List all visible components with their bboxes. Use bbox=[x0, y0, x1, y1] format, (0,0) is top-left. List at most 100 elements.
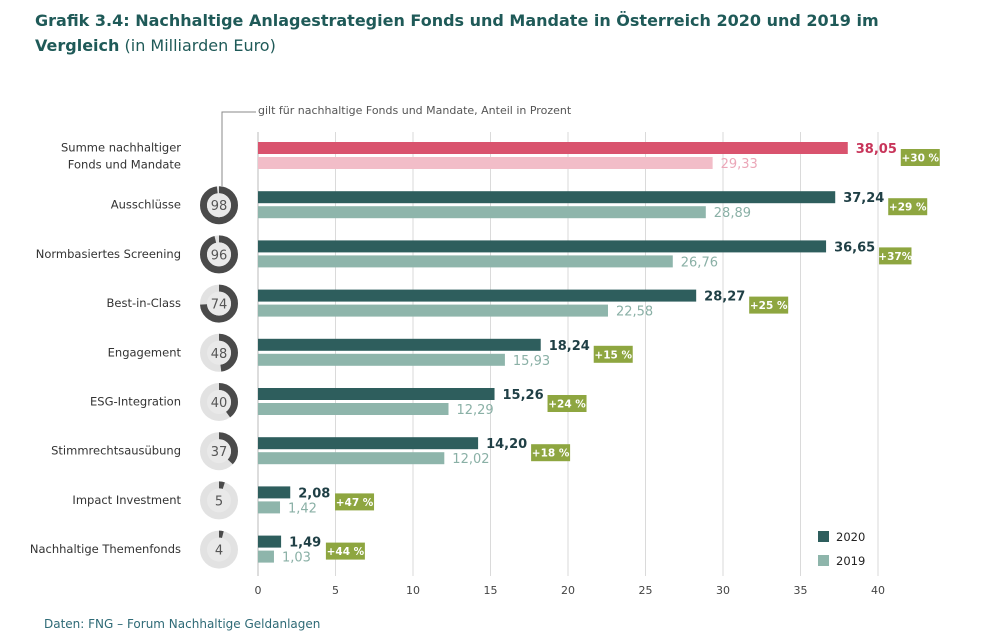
bar-2020 bbox=[258, 240, 827, 253]
growth-badge bbox=[900, 149, 940, 166]
x-tick-label: 10 bbox=[406, 584, 420, 597]
bar-2019 bbox=[258, 452, 445, 465]
value-label-2020: 2,08 bbox=[298, 486, 330, 501]
growth-badge-label: +25 % bbox=[750, 300, 788, 312]
value-label-2019: 1,42 bbox=[288, 501, 317, 516]
x-tick-label: 30 bbox=[716, 584, 730, 597]
bar-2019 bbox=[258, 157, 713, 169]
share-ring-label: 40 bbox=[211, 396, 228, 411]
category-label: ESG-Integration bbox=[90, 395, 181, 409]
bar-2020 bbox=[258, 338, 541, 351]
share-ring-arc bbox=[200, 284, 238, 323]
value-label-2020: 36,65 bbox=[834, 240, 875, 255]
bar-2020 bbox=[258, 191, 836, 204]
bar-2020 bbox=[258, 142, 848, 154]
share-note: gilt für nachhaltige Fonds und Mandate, … bbox=[258, 104, 572, 117]
share-ring-arc bbox=[200, 333, 238, 372]
x-tick-label: 35 bbox=[794, 584, 808, 597]
share-ring-center bbox=[207, 390, 231, 414]
growth-badge-label: +30 % bbox=[901, 153, 939, 165]
bar-2020 bbox=[258, 388, 495, 400]
growth-badge bbox=[888, 198, 928, 216]
category-label: Summe nachhaltiger bbox=[61, 141, 181, 155]
category-label: Best-in-Class bbox=[106, 296, 181, 310]
value-label-2019: 12,29 bbox=[456, 403, 493, 418]
bar-2019 bbox=[258, 550, 274, 563]
share-ring-center bbox=[207, 193, 231, 218]
growth-badge-label: +24 % bbox=[548, 399, 586, 411]
value-label-2019: 22,58 bbox=[616, 305, 653, 320]
share-ring-arc bbox=[200, 432, 238, 471]
bar-2020 bbox=[258, 535, 282, 548]
share-ring-center bbox=[207, 488, 231, 513]
value-label-2020: 14,20 bbox=[486, 437, 527, 452]
category-label: Normbasiertes Screening bbox=[36, 247, 181, 261]
bar-2020 bbox=[258, 437, 479, 450]
bar-2019 bbox=[258, 403, 449, 415]
x-tick-label: 15 bbox=[484, 584, 498, 597]
bar-2020 bbox=[258, 289, 697, 302]
x-tick-label: 0 bbox=[255, 584, 262, 597]
category-label: Stimmrechtsausübung bbox=[51, 444, 181, 458]
share-ring-center bbox=[207, 537, 231, 562]
legend-label-2020: 2020 bbox=[836, 530, 865, 544]
share-ring-arc bbox=[200, 383, 238, 421]
x-tick-label: 25 bbox=[639, 584, 653, 597]
share-ring-label: 98 bbox=[211, 199, 228, 214]
bar-2019 bbox=[258, 501, 281, 514]
value-label-2020: 28,27 bbox=[704, 290, 745, 305]
value-label-2019: 28,89 bbox=[714, 206, 751, 221]
legend-label-2019: 2019 bbox=[836, 554, 865, 568]
value-label-2019: 29,33 bbox=[721, 157, 758, 172]
growth-badge-label: +15 % bbox=[594, 349, 632, 361]
growth-badge bbox=[531, 444, 571, 462]
value-label-2019: 1,03 bbox=[282, 551, 311, 566]
share-ring-center bbox=[207, 242, 231, 267]
share-ring-arc bbox=[200, 530, 238, 569]
share-ring-label: 5 bbox=[215, 494, 223, 509]
value-label-2020: 18,24 bbox=[549, 339, 590, 354]
category-label: Nachhaltige Themenfonds bbox=[30, 542, 181, 556]
growth-badge bbox=[593, 345, 633, 363]
growth-badge-label: +29 % bbox=[889, 202, 927, 214]
share-ring-arc bbox=[200, 186, 238, 225]
value-label-2020: 15,26 bbox=[503, 388, 544, 403]
growth-badge bbox=[335, 493, 375, 511]
x-tick-label: 5 bbox=[332, 584, 339, 597]
growth-badge-label: +37% bbox=[878, 251, 912, 263]
growth-badge bbox=[547, 395, 587, 412]
bar-2019 bbox=[258, 304, 608, 317]
growth-badge-label: +47 % bbox=[336, 497, 374, 509]
category-label: Fonds und Mandate bbox=[68, 158, 181, 172]
legend-swatch-2020 bbox=[818, 531, 829, 542]
x-tick-label: 20 bbox=[561, 584, 575, 597]
bar-2019 bbox=[258, 206, 706, 219]
share-ring-label: 74 bbox=[211, 298, 228, 313]
bar-2020 bbox=[258, 486, 291, 499]
value-label-2020: 37,24 bbox=[843, 191, 884, 206]
x-tick-label: 40 bbox=[871, 584, 885, 597]
share-ring-center bbox=[207, 439, 231, 464]
share-ring-center bbox=[207, 340, 231, 365]
value-label-2019: 12,02 bbox=[452, 452, 489, 467]
growth-badge-label: +44 % bbox=[327, 546, 365, 558]
growth-badge bbox=[325, 542, 365, 560]
growth-badge bbox=[879, 247, 912, 265]
value-label-2019: 26,76 bbox=[681, 255, 718, 270]
chart-title-main: Grafik 3.4: Nachhaltige Anlagestrategien… bbox=[35, 11, 879, 55]
category-label: Engagement bbox=[108, 345, 182, 359]
growth-badge bbox=[749, 296, 789, 314]
note-leader-line bbox=[221, 111, 256, 186]
share-ring-center bbox=[207, 291, 231, 316]
chart-title-unit: (in Milliarden Euro) bbox=[124, 36, 276, 55]
value-label-2020: 1,49 bbox=[289, 536, 321, 551]
bar-2019 bbox=[258, 353, 505, 366]
share-ring-label: 4 bbox=[215, 544, 223, 559]
source-note: Daten: FNG – Forum Nachhaltige Geldanlag… bbox=[44, 617, 321, 631]
legend-swatch-2019 bbox=[818, 555, 829, 566]
share-ring-label: 37 bbox=[211, 445, 228, 460]
share-ring-arc bbox=[200, 235, 238, 274]
category-label: Ausschlüsse bbox=[111, 198, 181, 212]
share-ring-label: 48 bbox=[211, 347, 228, 362]
